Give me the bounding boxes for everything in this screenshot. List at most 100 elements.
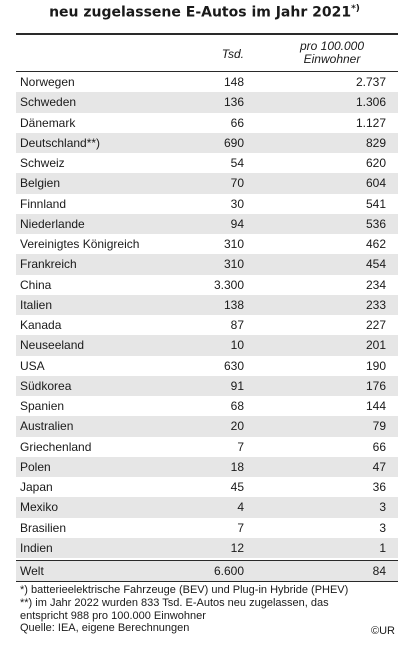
total-country: Welt <box>20 564 44 578</box>
country-cell: Neuseeland <box>20 338 85 353</box>
tsd-cell: 70 <box>230 176 244 191</box>
bottom-rule <box>16 581 398 582</box>
per-100k-cell: 234 <box>365 277 386 292</box>
table-row: Finnland 30 541 <box>16 194 398 214</box>
per-100k-cell: 2.737 <box>355 75 386 89</box>
table-title: neu zugelassene E-Autos im Jahr 2021*) <box>0 4 409 21</box>
per-100k-cell: 190 <box>365 358 386 373</box>
tsd-cell: 68 <box>230 399 244 413</box>
per-100k-cell: 1 <box>379 540 386 555</box>
footnote-3: entspricht 988 pro 100.000 Einwohner <box>20 609 206 622</box>
tsd-cell: 66 <box>230 115 244 130</box>
tsd-cell: 45 <box>230 480 244 494</box>
per-100k-cell: 36 <box>372 480 386 494</box>
header-per-100k-line2: Einwohner <box>303 52 361 66</box>
per-100k-cell: 3 <box>379 500 386 515</box>
country-cell: Frankreich <box>20 257 77 272</box>
tsd-cell: 30 <box>230 196 244 211</box>
total-tsd: 6.600 <box>213 564 244 578</box>
table-row: Niederlande 94 536 <box>16 213 398 234</box>
header-per-100k: pro 100.000 Einwohner <box>282 40 382 66</box>
country-cell: Japan <box>20 480 53 494</box>
tsd-cell: 54 <box>230 156 244 170</box>
tsd-cell: 4 <box>237 500 244 515</box>
tsd-cell: 690 <box>223 135 244 150</box>
country-cell: Belgien <box>20 176 61 191</box>
header-tsd: Tsd. <box>221 47 244 61</box>
tsd-cell: 91 <box>230 378 244 393</box>
table-row: Indien 12 1 <box>16 537 398 558</box>
table-row: Frankreich 310 454 <box>16 254 398 275</box>
per-100k-cell: 144 <box>365 399 386 413</box>
country-cell: Deutschland**) <box>20 135 101 150</box>
country-cell: Australien <box>20 419 74 434</box>
per-100k-cell: 227 <box>365 318 386 332</box>
title-text: neu zugelassene E-Autos im Jahr 2021 <box>49 4 352 21</box>
table-body: Norwegen 148 2.737 Schweden 136 1.306 Dänemark… <box>16 72 398 558</box>
per-100k-cell: 829 <box>365 135 386 150</box>
table-row: Südkorea 91 176 <box>16 375 398 396</box>
per-100k-cell: 620 <box>365 156 386 170</box>
tsd-cell: 310 <box>223 237 244 251</box>
table-row: Kanada 87 227 <box>16 315 398 335</box>
footnotes: *) batterieelektrische Fahrzeuge (BEV) u… <box>20 584 400 635</box>
table-row: Griechenland 7 66 <box>16 437 398 457</box>
tsd-cell: 630 <box>223 358 244 373</box>
table-row: USA 630 190 <box>16 356 398 376</box>
country-cell: Spanien <box>20 399 65 413</box>
table-row: Italien 138 233 <box>16 294 398 315</box>
table-row: Deutschland**) 690 829 <box>16 132 398 153</box>
country-cell: Niederlande <box>20 216 85 231</box>
country-cell: Vereinigtes Königreich <box>20 237 140 251</box>
credit: ©UR <box>371 625 395 637</box>
per-100k-cell: 66 <box>372 439 386 454</box>
tsd-cell: 7 <box>237 520 244 535</box>
table-row: Spanien 68 144 <box>16 396 398 416</box>
total-rule <box>16 560 398 561</box>
country-cell: Italien <box>20 297 53 312</box>
per-100k-cell: 233 <box>365 297 386 312</box>
footnote-1: *) batterieelektrische Fahrzeuge (BEV) u… <box>20 584 349 596</box>
tsd-cell: 94 <box>230 216 244 231</box>
tsd-cell: 138 <box>223 297 244 312</box>
table-row: Belgien 70 604 <box>16 173 398 194</box>
per-100k-cell: 454 <box>365 257 386 272</box>
table-row: Polen 18 47 <box>16 456 398 477</box>
per-100k-cell: 79 <box>372 419 386 434</box>
table-row: Schweiz 54 620 <box>16 153 398 173</box>
total-row: Welt 6.600 84 <box>16 561 398 581</box>
per-100k-cell: 541 <box>365 196 386 211</box>
tsd-cell: 148 <box>223 75 244 89</box>
top-rule <box>16 33 398 35</box>
tsd-cell: 20 <box>230 419 244 434</box>
table-row: Vereinigtes Königreich 310 462 <box>16 234 398 254</box>
table-row: Brasilien 7 3 <box>16 518 398 538</box>
tsd-cell: 18 <box>230 459 244 474</box>
table-header: Tsd. pro 100.000 Einwohner <box>16 35 398 71</box>
table-row: China 3.300 234 <box>16 275 398 295</box>
country-cell: Brasilien <box>20 520 67 535</box>
tsd-cell: 136 <box>223 95 244 110</box>
country-cell: Schweden <box>20 95 77 110</box>
source-note: Quelle: IEA, eigene Berechnungen <box>20 622 190 635</box>
table-row: Schweden 136 1.306 <box>16 92 398 113</box>
country-cell: Polen <box>20 459 51 474</box>
tsd-cell: 87 <box>230 318 244 332</box>
per-100k-cell: 604 <box>365 176 386 191</box>
per-100k-cell: 462 <box>365 237 386 251</box>
tsd-cell: 7 <box>237 439 244 454</box>
tsd-cell: 310 <box>223 257 244 272</box>
country-cell: Dänemark <box>20 115 76 130</box>
tsd-cell: 3.300 <box>213 277 244 292</box>
title-footnote-mark: *) <box>351 4 360 14</box>
table-row: Neuseeland 10 201 <box>16 335 398 356</box>
per-100k-cell: 176 <box>365 378 386 393</box>
country-cell: China <box>20 277 52 292</box>
country-cell: Indien <box>20 540 53 555</box>
per-100k-cell: 536 <box>365 216 386 231</box>
tsd-cell: 10 <box>230 338 244 353</box>
country-cell: Griechenland <box>20 439 92 454</box>
per-100k-cell: 3 <box>379 520 386 535</box>
per-100k-cell: 47 <box>372 459 386 474</box>
total-per-100k: 84 <box>372 564 386 578</box>
